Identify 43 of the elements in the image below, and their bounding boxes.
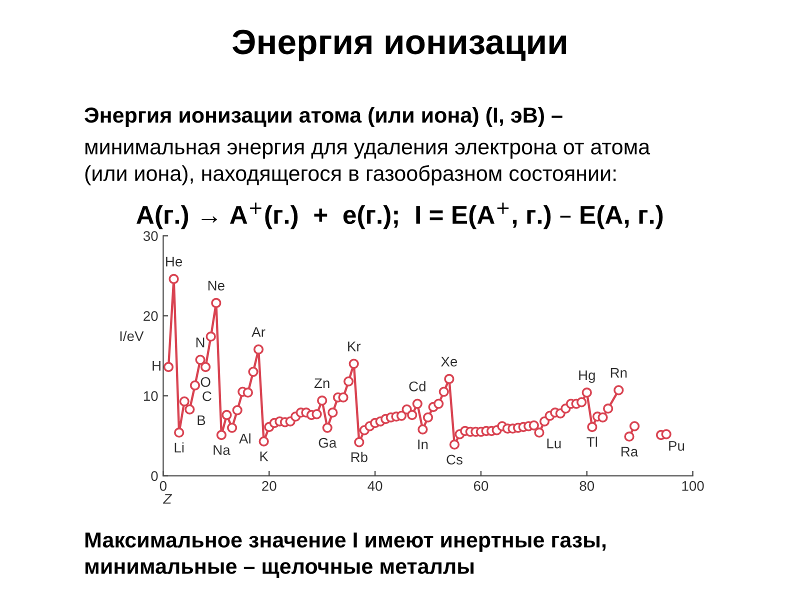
annotation: Rb <box>351 452 368 462</box>
annotation: Cs <box>446 454 462 465</box>
annotation: H <box>152 361 160 371</box>
chart-title: Энергия ионизации <box>232 30 566 62</box>
annotation: O <box>200 377 210 387</box>
annotation: Zn <box>314 378 330 388</box>
x-tick-label: 40 <box>368 481 382 491</box>
annotation: Kr <box>348 342 361 352</box>
annotation: Li <box>174 442 184 452</box>
x-tick-label: 60 <box>474 481 488 491</box>
annotation: Na <box>214 445 230 455</box>
text: минимальная энергия для удаления электрона от атома (или иона), находящегося в газообразном состоянии: <box>85 142 650 186</box>
annotation: In <box>418 440 428 450</box>
annotation: Ra <box>622 446 638 457</box>
y-tick-label: 0 <box>151 471 158 481</box>
x-axis-title: Z <box>162 494 172 504</box>
x-tick-label: 80 <box>580 481 594 491</box>
y-axis-title: I/eV <box>120 330 144 342</box>
annotation: Pu <box>669 441 684 451</box>
chart-subtitle: Энергия ионизации атома (или иона) (I, эВ) – <box>84 106 562 128</box>
annotation: Ga <box>318 438 337 448</box>
y-tick-label: 20 <box>144 311 158 321</box>
text: Максимальное значение I имеют инертные газы, минимальные – щелочные металлы <box>85 532 606 578</box>
x-tick-label: 0 <box>160 481 167 491</box>
y-tick-label: 10 <box>144 391 158 401</box>
text: A(г.) → A$^{+}$(г.) + e(г.); I = E(A$^{+}$, г.) – E(A, г.) <box>136 202 663 230</box>
annotation: Ne <box>208 280 224 291</box>
annotation: N <box>196 338 204 348</box>
annotation: K <box>260 452 268 462</box>
annotation: Cd <box>409 381 426 392</box>
x-tick-label: 20 <box>262 481 276 491</box>
x-tick-label: 100 <box>682 481 704 491</box>
annotation: C <box>202 391 212 402</box>
annotation: Hg <box>579 370 595 383</box>
annotation: B <box>198 415 206 426</box>
y-tick-label: 30 <box>143 231 158 241</box>
annotation: He <box>166 256 182 267</box>
annotation: Tl <box>586 436 598 447</box>
annotation: Xe <box>441 356 458 367</box>
annotation: Al <box>239 433 250 444</box>
annotation: Rn <box>610 368 627 378</box>
annotation: Lu <box>547 438 561 448</box>
annotation: Ar <box>252 327 266 337</box>
